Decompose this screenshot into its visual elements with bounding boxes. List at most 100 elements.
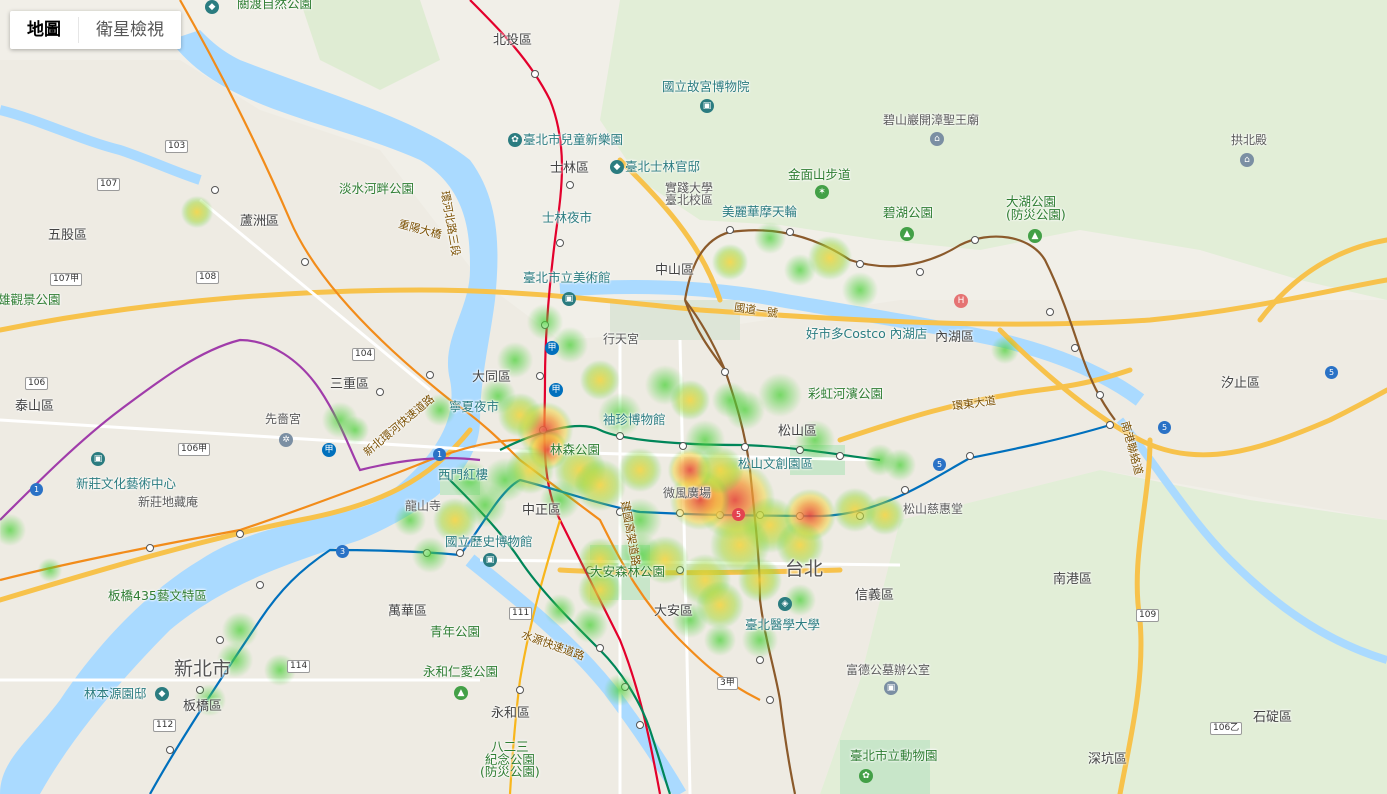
poi-label[interactable]: 臺北市立美術館 [523,270,611,285]
heatmap-blob [0,514,26,546]
heatmap-blob [544,594,576,626]
landmark-icon[interactable]: ◆ [155,687,169,701]
expressway-shield-icon: 5 [1325,366,1338,379]
poi-label[interactable]: 永和仁愛公園 [423,664,499,679]
heatmap-blob [574,459,626,511]
poi-label[interactable]: 碧湖公園 [883,205,934,220]
poi-label[interactable]: 國立故宮博物院 [662,79,750,94]
poi-label[interactable]: 富德公墓辦公室 [846,663,931,677]
district-label: 三重區 [330,377,370,392]
expressway-shield-icon: 5 [732,508,745,521]
heatmap-blob [618,448,662,492]
poi-label[interactable]: 拱北殿 [1231,133,1268,147]
poi-label[interactable]: 林本源園邸 [84,686,147,701]
museum-icon[interactable]: ▣ [483,553,497,567]
poi-label[interactable]: 西門紅樓 [438,467,489,482]
poi-label[interactable]: 關渡自然公園 [237,0,313,11]
poi-label[interactable]: 大安森林公園 [590,564,666,579]
poi-label[interactable]: 國立歷史博物館 [445,534,533,549]
poi-label[interactable]: 臺北士林官邸 [625,159,701,174]
museum-icon[interactable]: ▣ [562,292,576,306]
heatmap-blob [795,420,835,460]
heatmap-blob [784,254,816,286]
district-label: 信義區 [855,588,895,603]
route-marker: 106乙 [1210,722,1243,735]
museum-icon[interactable]: ▣ [91,452,105,466]
heatmap-blob [865,495,905,535]
route-marker: 106 [25,377,49,390]
satellite-view-button[interactable]: 衛星檢視 [96,20,164,40]
heatmap-blob [181,196,213,228]
district-label: 五股區 [48,228,88,243]
poi-label[interactable]: 士林夜市 [542,210,593,225]
route-marker: 109 [1136,609,1160,622]
poi-label[interactable]: 好市多Costco 內湖店 [806,326,928,341]
district-label: 大安區 [654,604,694,619]
poi-label[interactable]: 美麗華摩天輪 [722,204,798,219]
poi-label[interactable]: 新莊文化藝術中心 [76,476,177,491]
park-icon[interactable]: ▲ [454,686,468,700]
heatmap-blob [991,336,1019,364]
poi-label[interactable]: 松山慈惠堂 [903,502,964,516]
heatmap-blob [641,536,689,584]
map-view-button[interactable]: 地圖 [27,20,61,40]
poi-label[interactable]: 青年公園 [430,624,481,639]
district-label: 內湖區 [935,330,975,345]
temple-icon[interactable]: ⌂ [930,132,944,146]
heatmap-blob [842,272,878,308]
poi-label[interactable]: 八二三 紀念公園 (防災公園) [480,739,540,779]
expressway-shield-icon: 3 [336,545,349,558]
poi-label[interactable]: 臺北市立動物園 [850,748,938,763]
heatmap-blob [712,382,748,418]
university-icon[interactable]: ◈ [778,597,792,611]
poi-label[interactable]: 臺北醫學大學 [745,617,821,632]
route-marker: 106甲 [178,443,211,456]
poi-label[interactable]: 板橋435藝文特區 [108,588,207,603]
amusement-park-icon[interactable]: ✿ [508,133,522,147]
poi-label[interactable]: 林森公園 [550,442,601,457]
poi-label[interactable]: 雄觀景公園 [0,292,61,307]
poi-label[interactable]: 碧山巖開漳聖王廟 [883,113,980,127]
heatmap-blob [222,612,258,648]
heatmap-blob [424,394,456,426]
heatmap-blob [217,642,253,678]
hiking-icon[interactable]: ✶ [815,185,829,199]
poi-label[interactable]: 袖珍博物館 [603,412,666,427]
heatmap-blob [618,498,662,542]
poi-label[interactable]: 先嗇宮 [265,412,302,426]
hospital-icon[interactable]: H [954,294,968,308]
temple-icon[interactable]: ⌂ [1240,153,1254,167]
temple-icon[interactable]: ✲ [279,433,293,447]
poi-label[interactable]: 大湖公園 (防災公園) [1006,194,1066,222]
landmark-icon[interactable]: ◆ [610,160,624,174]
metro-station-icon[interactable]: 甲 [322,443,336,457]
poi-label[interactable]: 彩虹河濱公園 [808,386,884,401]
heatmap-blob [497,342,533,378]
landmark-icon[interactable]: ◆ [205,0,219,14]
poi-label[interactable]: 金面山步道 [788,167,851,182]
district-label: 中山區 [655,263,695,278]
park-icon[interactable]: ▲ [900,227,914,241]
heatmap-blob [696,581,744,629]
poi-label[interactable]: 龍山寺 [405,499,442,513]
poi-label[interactable]: 行天宮 [603,332,640,346]
poi-label[interactable]: 微風廣場 [663,486,712,500]
district-label: 中正區 [522,503,562,518]
poi-label[interactable]: 新莊地藏庵 [138,495,199,509]
park-icon[interactable]: ▲ [1028,229,1042,243]
poi-label[interactable]: 淡水河畔公園 [339,181,415,196]
heatmap-blob [598,393,642,437]
zoo-icon[interactable]: ✿ [859,769,873,783]
cemetery-icon[interactable]: ▣ [884,681,898,695]
museum-icon[interactable]: ▣ [700,99,714,113]
metro-station-icon[interactable]: 甲 [545,341,559,355]
poi-label[interactable]: 寧夏夜市 [449,399,500,414]
poi-label[interactable]: 臺北市兒童新樂園 [523,132,624,147]
poi-label[interactable]: 實踐大學 臺北校區 [665,181,714,207]
heatmap-blob [758,373,802,417]
metro-station-icon[interactable]: 甲 [549,383,563,397]
district-label: 大同區 [472,370,512,385]
poi-label[interactable]: 松山文創園區 [738,456,814,471]
